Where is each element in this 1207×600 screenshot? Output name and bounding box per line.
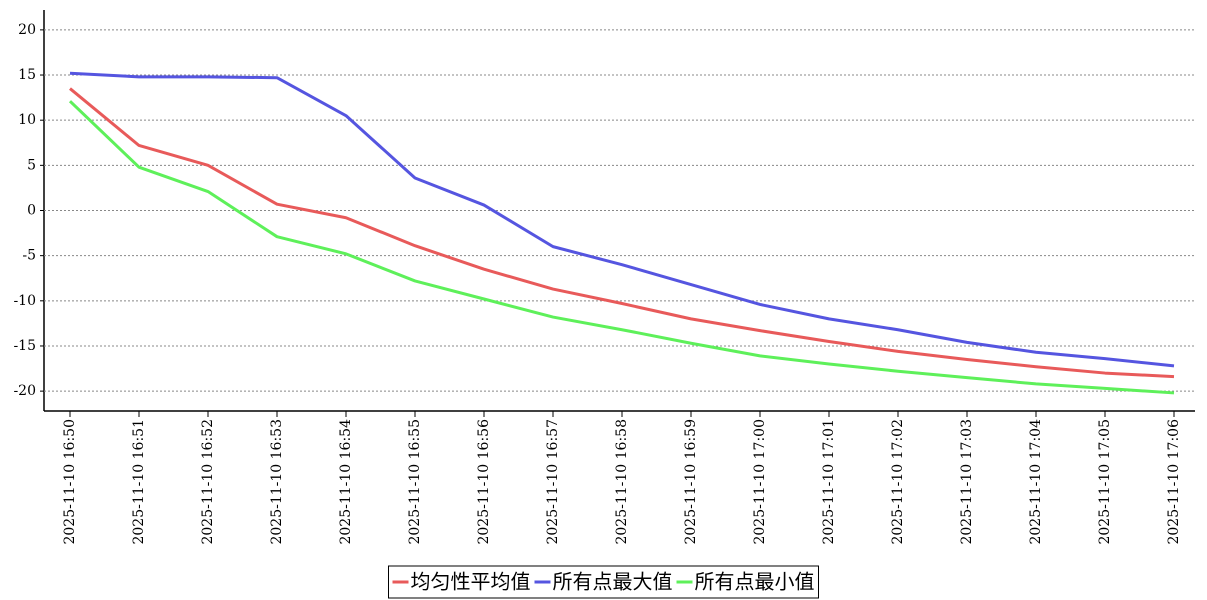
y-tick-label: -15 bbox=[13, 338, 36, 354]
series-line bbox=[69, 71, 1175, 368]
x-tick-label: 2025-11-10 16:56 bbox=[476, 419, 492, 545]
x-tick-label: 2025-11-10 17:05 bbox=[1097, 419, 1113, 545]
x-tick-label: 2025-11-10 17:00 bbox=[752, 419, 768, 545]
x-tick-label: 2025-11-10 16:51 bbox=[131, 419, 147, 545]
legend-label: 均匀性平均值 bbox=[411, 570, 531, 594]
y-tick-label: 15 bbox=[18, 67, 36, 83]
x-tick-label: 2025-11-10 17:01 bbox=[821, 419, 837, 545]
x-tick-label: 2025-11-10 16:57 bbox=[545, 419, 561, 545]
x-tick-label: 2025-11-10 17:03 bbox=[959, 419, 975, 545]
x-tick-label: 2025-11-10 16:53 bbox=[269, 419, 285, 545]
x-tick-label: 2025-11-10 16:50 bbox=[62, 419, 78, 545]
y-tick-label: -10 bbox=[13, 293, 36, 309]
legend-label: 所有点最大值 bbox=[553, 570, 673, 594]
legend-label: 所有点最小值 bbox=[695, 570, 815, 594]
legend: 均匀性平均值 所有点最大值 所有点最小值 bbox=[388, 565, 819, 599]
y-tick-label: -20 bbox=[13, 383, 36, 399]
y-tick-label: 20 bbox=[18, 22, 36, 38]
series-line bbox=[68, 100, 1175, 395]
y-tick-label: 5 bbox=[27, 157, 36, 173]
y-tick-label: -5 bbox=[22, 248, 36, 264]
x-tick-label: 2025-11-10 17:06 bbox=[1166, 419, 1182, 545]
y-tick-label: 0 bbox=[27, 203, 36, 219]
x-tick-label: 2025-11-10 17:02 bbox=[890, 419, 906, 545]
x-tick-label: 2025-11-10 17:04 bbox=[1028, 419, 1044, 545]
x-tick-label: 2025-11-10 16:58 bbox=[614, 419, 630, 545]
x-tick-label: 2025-11-10 16:55 bbox=[407, 419, 423, 545]
x-tick-label: 2025-11-10 16:52 bbox=[200, 419, 216, 545]
series-line bbox=[69, 87, 1175, 379]
x-tick-label: 2025-11-10 16:54 bbox=[338, 419, 354, 545]
legend-box bbox=[388, 565, 819, 599]
y-tick-label: 10 bbox=[18, 112, 36, 128]
x-tick-label: 2025-11-10 16:59 bbox=[683, 419, 699, 545]
